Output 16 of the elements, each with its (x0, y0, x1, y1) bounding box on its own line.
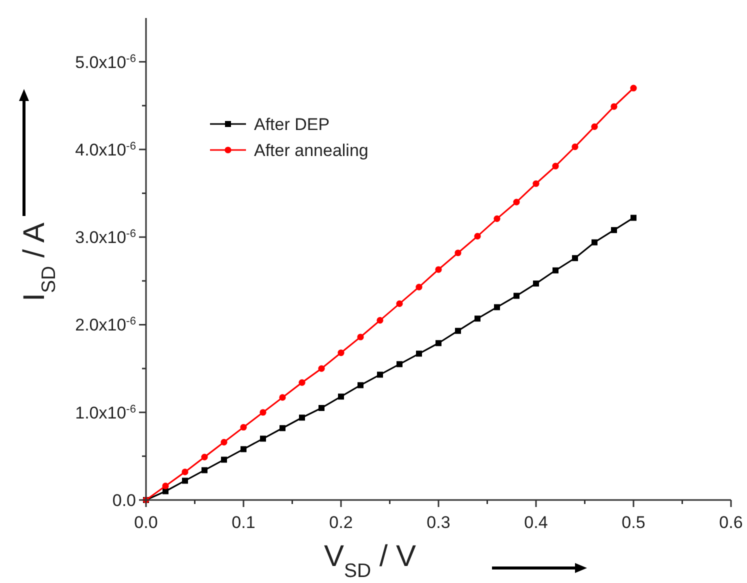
y-tick-label: 1.0x10$^{-6}$ (75, 403, 136, 422)
legend-label: After annealing (254, 141, 368, 160)
x-tick-label: 0.6 (719, 513, 743, 532)
legend-label: After DEP (254, 115, 330, 134)
x-tick-label: 0.4 (524, 513, 548, 532)
y-tick-label: 5.0x10$^{-6}$ (75, 52, 136, 72)
y-tick-label: 3.0x10$^{-6}$ (75, 228, 136, 248)
x-tick-label: 0.5 (622, 513, 646, 532)
x-axis-title: V$_{SD}$ / V (324, 540, 416, 582)
x-tick-label: 0.2 (329, 513, 353, 532)
y-tick-label: 4.0x10$^{-6}$ (75, 140, 136, 160)
x-tick-label: 0.0 (134, 513, 158, 532)
x-tick-label: 0.3 (426, 513, 450, 532)
y-tick-label: 2.0x10$^{-6}$ (75, 316, 136, 335)
x-tick-label: 0.1 (232, 513, 256, 532)
y-tick-label: 0.0 (112, 491, 136, 510)
